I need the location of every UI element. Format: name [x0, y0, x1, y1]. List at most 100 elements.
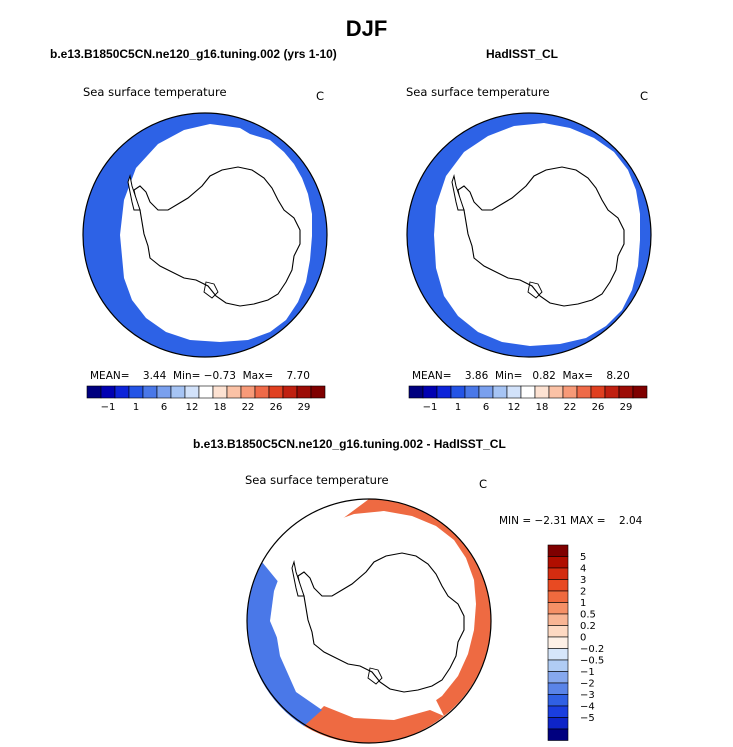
diff-field-label: Sea surface temperature: [245, 473, 389, 487]
panel1-units: C: [316, 89, 325, 103]
panel2-colorbar-swatch: [422, 385, 438, 399]
panel1-map-boundary: [82, 112, 328, 358]
panel1-colorbar-label: 22: [242, 402, 255, 413]
diff-colorbar-swatch: [547, 648, 569, 661]
panel2-min-value: 0.82: [532, 370, 556, 382]
panel1-max-label: Max=: [242, 370, 274, 382]
panel2-map-boundary: [406, 112, 652, 358]
panel1-ice-shelf-coast: [203, 281, 219, 299]
diff-colorbar-label: 4: [580, 564, 586, 575]
diff-colorbar-swatch: [547, 567, 569, 580]
diff-colorbar-label: −3: [580, 690, 595, 701]
diff-colorbar-label: 1: [580, 598, 586, 609]
panel2-colorbar-label: 1: [455, 402, 461, 413]
panel2-colorbar-label: −1: [423, 402, 438, 413]
panel2-colorbar-swatch: [436, 385, 452, 399]
panel1-max-value: 7.70: [286, 370, 310, 382]
panel2-colorbar-swatch: [408, 385, 424, 399]
diff-colorbar-label: −5: [580, 713, 595, 724]
panel1-colorbar-label: −1: [101, 402, 116, 413]
panel1-peninsula-coast: [127, 174, 141, 211]
panel2-colorbar-label: 29: [620, 402, 633, 413]
diff-max-value: 2.04: [618, 515, 643, 527]
panel2-colorbar-swatch: [534, 385, 550, 399]
diff-colorbar-label: 5: [580, 552, 586, 563]
diff-colorbar-label: 3: [580, 575, 586, 586]
diff-colorbar-label: 0.2: [580, 621, 596, 632]
diff-map: [246, 498, 492, 744]
panel1-colorbar-swatch: [86, 385, 102, 399]
diff-stats: MIN = −2.31 MAX = 2.04: [499, 515, 642, 527]
diff-colorbar-swatch: [547, 625, 569, 638]
panel1-colorbar-swatch: [198, 385, 214, 399]
panel2-colorbar-swatch: [618, 385, 634, 399]
panel1-colorbar-label: 12: [186, 402, 199, 413]
panel1-colorbar-swatch: [142, 385, 158, 399]
diff-antarctica-coast: [297, 552, 465, 693]
diff-colorbar-swatch: [547, 728, 569, 741]
panel1-colorbar-swatch: [156, 385, 172, 399]
panel1-case-title: b.e13.B1850C5CN.ne120_g16.tuning.002 (yr…: [50, 47, 337, 61]
panel2-colorbar-swatch: [632, 385, 648, 399]
panel1-map: [82, 112, 328, 358]
panel2-colorbar-swatch: [590, 385, 606, 399]
diff-colorbar-swatch: [547, 682, 569, 695]
diff-case-title: b.e13.B1850C5CN.ne120_g16.tuning.002 - H…: [193, 437, 506, 451]
panel1-min-value: −0.73: [203, 370, 236, 382]
diff-colorbar-label: −0.5: [580, 656, 604, 667]
panel1-colorbar-swatch: [282, 385, 298, 399]
panel2-case-title: HadISST_CL: [486, 47, 559, 61]
panel1-colorbar-swatch: [226, 385, 242, 399]
diff-map-boundary: [246, 498, 492, 744]
diff-colorbar-label: −4: [580, 702, 595, 713]
panel2-stats: MEAN= 3.86 Min= 0.82 Max= 8.20: [412, 370, 630, 382]
diff-colorbar-swatch: [547, 671, 569, 684]
panel2-colorbar-label: 6: [483, 402, 489, 413]
panel1-colorbar-label: 26: [270, 402, 283, 413]
diff-colorbar-swatch: [547, 590, 569, 603]
panel1-colorbar-swatch: [268, 385, 284, 399]
diff-peninsula-coast: [291, 560, 305, 597]
panel1-colorbar-swatch: [114, 385, 130, 399]
panel2-colorbar-swatch: [492, 385, 508, 399]
panel1-colorbar-label: 29: [298, 402, 311, 413]
diff-colorbar-swatch: [547, 602, 569, 615]
diff-anomaly-patch: [304, 706, 444, 744]
diff-min-value: −2.31: [534, 515, 567, 527]
panel2-map: [406, 112, 652, 358]
diff-min-label: MIN =: [499, 515, 532, 527]
panel1-colorbar-label: 6: [161, 402, 167, 413]
panel2-colorbar-swatch: [576, 385, 592, 399]
panel2-field-label: Sea surface temperature: [406, 85, 550, 99]
diff-colorbar-swatch: [547, 636, 569, 649]
diff-colorbar-label: 0.5: [580, 610, 596, 621]
diff-ice-shelf-coast: [367, 667, 383, 685]
panel1-mean-label: MEAN=: [90, 370, 130, 382]
panel2-peninsula-coast: [451, 174, 465, 211]
panel1-colorbar-swatch: [240, 385, 256, 399]
panel1-colorbar-swatch: [184, 385, 200, 399]
panel2-max-value: 8.20: [606, 370, 630, 382]
panel2-max-label: Max=: [562, 370, 594, 382]
panel1-antarctica-coast: [133, 166, 301, 307]
panel1-colorbar-swatch: [128, 385, 144, 399]
panel2-ice-shelf-coast: [527, 281, 543, 299]
panel1-colorbar-swatch: [310, 385, 326, 399]
panel2-colorbar-swatch: [548, 385, 564, 399]
diff-colorbar-label: 0: [580, 633, 586, 644]
diff-colorbar-label: −0.2: [580, 644, 604, 655]
panel1-mean-value: 3.44: [142, 370, 167, 382]
diff-colorbar-label: −2: [580, 679, 595, 690]
diff-colorbar-swatch: [547, 717, 569, 730]
diff-colorbar-label: −1: [580, 667, 595, 678]
panel2-colorbar-swatch: [520, 385, 536, 399]
panel2-colorbar-swatch: [604, 385, 620, 399]
diff-colorbar-swatch: [547, 556, 569, 569]
panel2-colorbar-label: 12: [508, 402, 521, 413]
diff-colorbar-swatch: [547, 579, 569, 592]
panel2-colorbar-swatch: [464, 385, 480, 399]
panel2-min-label: Min=: [494, 370, 523, 382]
diff-colorbar-swatch: [547, 694, 569, 707]
panel2-mean-label: MEAN=: [412, 370, 452, 382]
